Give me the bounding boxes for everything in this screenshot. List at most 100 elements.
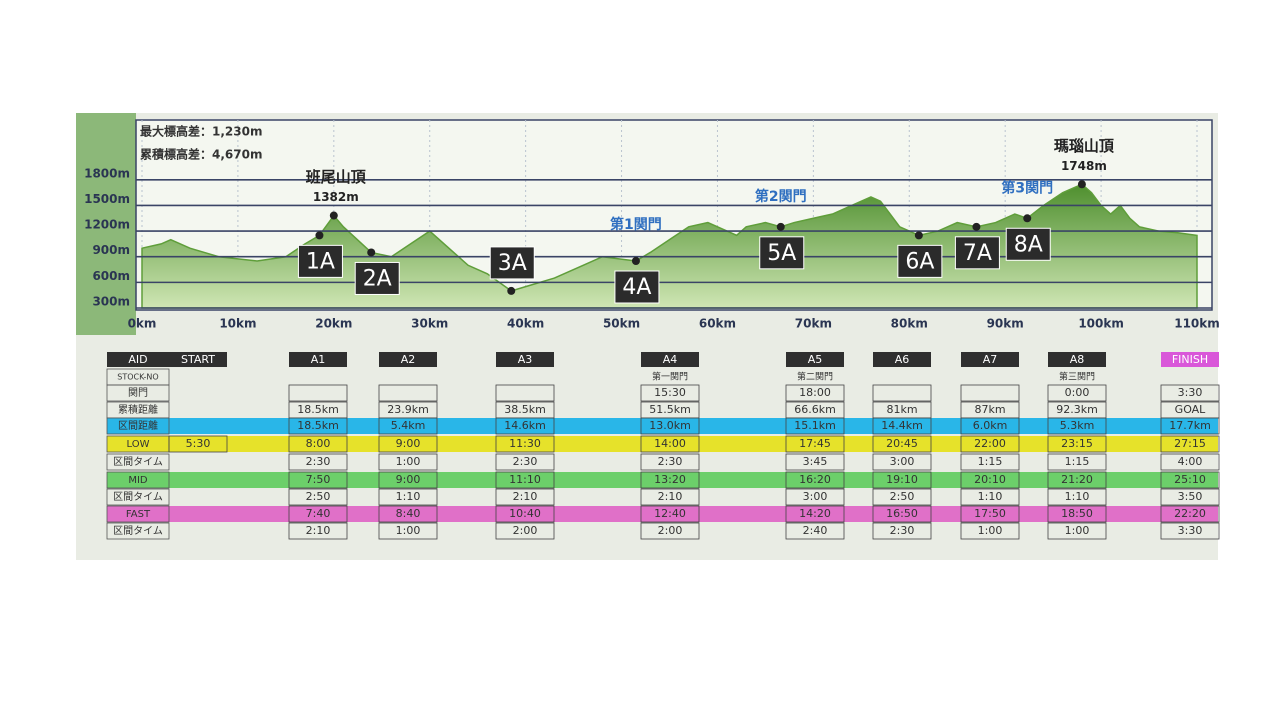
cell: 14.4km [881,419,923,432]
annotation: 累積標高差：4,670m [140,147,262,162]
cell: 2:30 [306,455,331,468]
cell: 1:10 [396,490,421,503]
cell-box [640,471,700,489]
cell: 2:30 [658,455,683,468]
row-label-box [106,384,170,402]
cell-box [378,505,438,523]
cell: 38.5km [504,403,546,416]
cell: 7:50 [306,473,331,486]
cell-box [1047,488,1107,506]
cell-box [640,488,700,506]
cell: 92.3km [1056,403,1098,416]
column-header-box [289,352,347,367]
cell: 3:30 [1178,386,1203,399]
cell: 17:50 [974,507,1006,520]
cell: 3:45 [803,455,828,468]
cell-box [495,435,555,453]
peak-name: 瑪瑙山頂 [1054,137,1115,155]
cell: 1:15 [1065,455,1090,468]
cell-box [785,435,845,453]
cell-box [288,471,348,489]
cell: 13.0km [649,419,691,432]
aid-label-box [354,261,400,295]
cell-box [378,453,438,471]
cell-box [960,435,1020,453]
cell-box [640,522,700,540]
x-tick-label: 30km [411,317,448,331]
x-tick-label: 0km [128,317,157,331]
aid-marker [507,286,516,295]
row-label-box [106,453,170,471]
cell: 8:00 [306,437,331,450]
cell: 第三関門 [1059,371,1095,383]
cell: 2:10 [658,490,683,503]
y-tick-label: 900m [92,243,130,257]
cell-box [288,384,348,402]
row-label-box [106,417,170,435]
column-header-box [496,352,554,367]
aid-label: 4A [622,275,651,300]
cell-box [1160,417,1220,435]
cell: 2:50 [890,490,915,503]
row-label: 区間距離 [118,419,158,432]
aid-label-box [897,244,943,278]
aid-marker [315,231,324,240]
peak-marker [329,211,338,220]
cell: 18.5km [297,403,339,416]
cell: 18:00 [799,386,831,399]
column-header: A7 [983,353,998,366]
aid-label: 8A [1014,232,1043,257]
cell: 3:50 [1178,490,1203,503]
column-header: A3 [518,353,533,366]
cell: 1:10 [978,490,1003,503]
peak-elevation: 1382m [313,190,359,204]
cell: 1:00 [396,524,421,537]
cell: 16:20 [799,473,831,486]
aid-label-box [489,246,535,280]
cell: 7:40 [306,507,331,520]
cell: 19:10 [886,473,918,486]
row-label: MID [128,475,148,486]
column-header: A1 [311,353,326,366]
y-tick-label: 300m [92,295,130,309]
cell: 20:45 [886,437,918,450]
cell: 25:10 [1174,473,1206,486]
cell-box [378,522,438,540]
header-label: AID [128,353,147,366]
cell-box [1160,505,1220,523]
cell-box [378,435,438,453]
cell-box [872,453,932,471]
cell-box [495,505,555,523]
y-tick-label: 1500m [84,192,130,206]
cell: 5.4km [391,419,426,432]
column-header-box [873,352,931,367]
column-header: A8 [1070,353,1085,366]
cell-box [960,488,1020,506]
cell: 20:10 [974,473,1006,486]
cell-box [1160,435,1220,453]
aid-marker [1023,214,1032,223]
peak-marker [1077,180,1086,189]
cell-box [288,488,348,506]
cell: 8:40 [396,507,421,520]
aid-marker [367,248,376,257]
cell: 3:00 [890,455,915,468]
cell: 0:00 [1065,386,1090,399]
cell: 11:30 [509,437,541,450]
cell-box [872,488,932,506]
cell: 21:20 [1061,473,1093,486]
cell: 9:00 [396,437,421,450]
x-tick-label: 60km [699,317,736,331]
column-header: A2 [401,353,416,366]
peak-name: 班尾山頂 [306,168,367,186]
peak-elevation: 1748m [1061,159,1107,173]
cell: 11:10 [509,473,541,486]
column-header-box [786,352,844,367]
cell-box [495,471,555,489]
row-label: LOW [127,439,150,450]
column-header-box [961,352,1019,367]
aid-marker [631,257,640,265]
cell-box [640,505,700,523]
cell-box [378,384,438,402]
cell: 1:00 [1065,524,1090,537]
